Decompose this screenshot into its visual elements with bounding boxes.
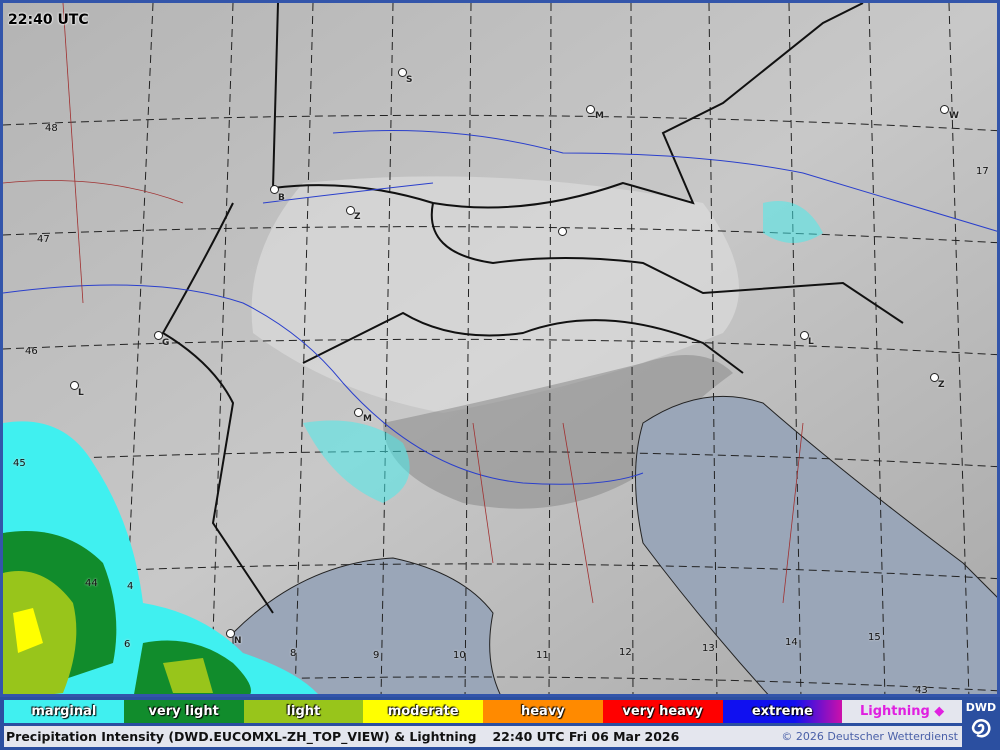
city-marker[interactable] xyxy=(354,408,363,417)
legend-light: light xyxy=(243,700,364,723)
country-borders xyxy=(161,3,904,614)
legend-very-light: very light xyxy=(123,700,244,723)
product-title: Precipitation Intensity (DWD.EUCOMXL-ZH_… xyxy=(6,729,477,744)
lat-label-44: 44 xyxy=(85,578,98,589)
legend-moderate: moderate xyxy=(363,700,483,723)
footer-bar: Precipitation Intensity (DWD.EUCOMXL-ZH_… xyxy=(4,726,962,747)
lat-label-48: 48 xyxy=(45,123,58,134)
po-valley xyxy=(383,355,733,509)
city-label: L xyxy=(808,337,814,347)
city-marker[interactable] xyxy=(800,331,809,340)
ligurian-sea xyxy=(232,557,501,694)
lat-label-47: 47 xyxy=(37,234,50,245)
legend-lightning: Lightning ◆ xyxy=(842,700,962,723)
datetime: 22:40 UTC Fri 06 Mar 2026 xyxy=(492,729,680,744)
city-label: W xyxy=(949,111,959,121)
lat-label-46: 46 xyxy=(25,346,38,357)
intensity-legend: marginal very light light moderate heavy… xyxy=(4,700,962,723)
city-label: S xyxy=(406,75,413,85)
city-label: M xyxy=(595,111,604,121)
lat-label-45: 45 xyxy=(13,458,26,469)
lon-label-12: 12 xyxy=(619,647,632,658)
city-marker[interactable] xyxy=(226,629,235,638)
precipitation xyxy=(3,201,823,694)
legend-extreme: extreme xyxy=(722,700,843,723)
city-marker[interactable] xyxy=(70,381,79,390)
legend-very-heavy: very heavy xyxy=(602,700,723,723)
city-marker[interactable] xyxy=(558,227,567,236)
lon-label-13: 13 xyxy=(702,643,715,654)
city-marker[interactable] xyxy=(586,105,595,114)
graticule xyxy=(3,3,997,694)
city-label: L xyxy=(78,388,84,398)
lon-label-9: 9 xyxy=(373,650,380,661)
city-label: Z xyxy=(938,380,945,390)
lon-label-10: 10 xyxy=(453,650,466,661)
city-label: M xyxy=(363,414,372,424)
swirl-icon xyxy=(971,719,991,738)
city-label: B xyxy=(278,193,285,203)
lon-label-11: 11 xyxy=(536,650,549,661)
lon-label-17: 17 xyxy=(976,166,989,177)
adriatic-sea xyxy=(635,395,997,694)
timestamp: 22:40 UTC xyxy=(8,12,89,28)
lon-label-15: 15 xyxy=(868,632,881,643)
dwd-logo: DWD xyxy=(964,698,998,748)
lat-label-43: 43 xyxy=(915,685,928,696)
city-marker[interactable] xyxy=(398,68,407,77)
lon-label-4: 4 xyxy=(127,581,134,592)
map-canvas xyxy=(3,3,997,694)
rivers xyxy=(3,130,997,485)
lon-label-14: 14 xyxy=(785,637,798,648)
city-marker[interactable] xyxy=(930,373,939,382)
lon-label-8: 8 xyxy=(290,648,297,659)
legend-marginal: marginal xyxy=(4,700,124,723)
logo-text: DWD xyxy=(965,701,997,714)
city-label: G xyxy=(162,338,170,348)
admin-borders xyxy=(3,3,804,604)
city-marker[interactable] xyxy=(346,206,355,215)
city-marker[interactable] xyxy=(154,331,163,340)
city-label: N xyxy=(234,636,242,646)
city-marker[interactable] xyxy=(270,185,279,194)
radar-map[interactable]: 22:40 UTC 48 47 46 45 44 43 4 6 8 9 10 1… xyxy=(0,0,1000,697)
copyright: © 2026 Deutscher Wetterdienst xyxy=(781,730,958,743)
legend-heavy: heavy xyxy=(483,700,603,723)
city-marker[interactable] xyxy=(940,105,949,114)
city-label: Z xyxy=(354,212,361,222)
alps-relief xyxy=(251,176,740,413)
lon-label-6: 6 xyxy=(124,639,131,650)
